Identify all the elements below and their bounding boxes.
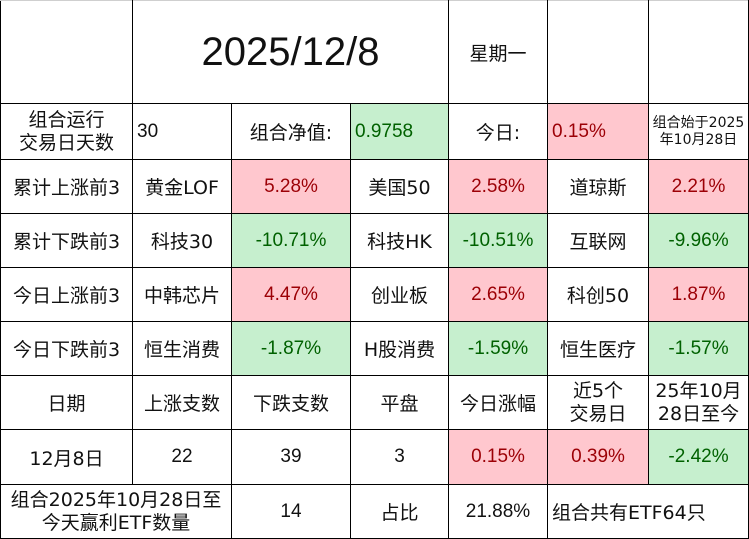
stats-header-last5-line1: 近5个 [572, 379, 624, 402]
rank-item-name: 科技HK [350, 213, 449, 268]
stats-down-count: 39 [231, 429, 351, 485]
rank-item-value: 2.58% [448, 159, 548, 214]
stats-header-down: 下跌支数 [231, 375, 351, 430]
rank-item-name: 科技30 [132, 213, 232, 268]
profitable-etf-label-line2: 今天赢利ETF数量 [41, 511, 191, 534]
ratio-label: 占比 [350, 484, 449, 539]
total-etf-note: 组合共有ETF64只 [547, 484, 749, 539]
stats-header-up: 上涨支数 [132, 375, 232, 430]
stats-header-row: 日期 上涨支数 下跌支数 平盘 今日涨幅 近5个 交易日 25年10月 28日至… [0, 375, 749, 430]
profitable-etf-count: 14 [231, 484, 351, 539]
start-note-line2: 年10月28日 [659, 131, 738, 148]
rank-item-value: 1.87% [648, 267, 749, 322]
rank-item-name: 美国50 [350, 159, 449, 214]
rank-item-value: -10.71% [231, 213, 351, 268]
stats-data-row: 12月8日 22 39 3 0.15% 0.39% -2.42% [0, 429, 749, 485]
nav-value: 0.9758 [350, 103, 449, 160]
stats-header-flat: 平盘 [350, 375, 449, 430]
weekday-label: 星期一 [448, 0, 548, 104]
start-note-line1: 组合始于2025 [652, 114, 745, 131]
stats-header-since: 25年10月 28日至今 [648, 375, 749, 430]
rank-item-value: 2.65% [448, 267, 548, 322]
rank-item-name: 互联网 [547, 213, 649, 268]
rank-item-value: -9.96% [648, 213, 749, 268]
stats-header-since-line2: 28日至今 [657, 402, 740, 425]
stats-flat-count: 3 [350, 429, 449, 485]
stats-header-last5: 近5个 交易日 [547, 375, 649, 430]
blank-cell [547, 0, 649, 104]
stats-header-since-line1: 25年10月 [655, 379, 742, 402]
stats-date: 12月8日 [0, 429, 133, 485]
rank-row: 今日上涨前3 中韩芯片 4.47% 创业板 2.65% 科创50 1.87% [0, 267, 749, 322]
stats-last5-change: 0.39% [547, 429, 649, 485]
rank-item-name: 恒生医疗 [547, 321, 649, 376]
rank-item-name: 恒生消费 [132, 321, 232, 376]
rank-item-value: 4.47% [231, 267, 351, 322]
header-row: 2025/12/8 星期一 [0, 0, 749, 104]
run-days-label: 组合运行 交易日天数 [0, 103, 133, 160]
start-note: 组合始于2025 年10月28日 [648, 103, 749, 160]
rank-item-value: -10.51% [448, 213, 548, 268]
rank-row-label: 今日上涨前3 [0, 267, 133, 322]
nav-label: 组合净值: [231, 103, 351, 160]
rank-item-name: 科创50 [547, 267, 649, 322]
profitable-etf-label-line1: 组合2025年10月28日至 [10, 488, 222, 511]
rank-item-name: 道琼斯 [547, 159, 649, 214]
ratio-value: 21.88% [448, 484, 548, 539]
rank-item-name: 创业板 [350, 267, 449, 322]
stats-header-last5-line2: 交易日 [569, 402, 627, 425]
run-days-label-line2: 交易日天数 [18, 131, 114, 154]
rank-item-name: 中韩芯片 [132, 267, 232, 322]
stats-today-change: 0.15% [448, 429, 548, 485]
rank-row: 累计下跌前3 科技30 -10.71% 科技HK -10.51% 互联网 -9.… [0, 213, 749, 268]
rank-item-value: -1.87% [231, 321, 351, 376]
rank-item-name: 黄金LOF [132, 159, 232, 214]
footer-row: 组合2025年10月28日至 今天赢利ETF数量 14 占比 21.88% 组合… [0, 484, 749, 539]
stats-header-date: 日期 [0, 375, 133, 430]
rank-item-name: H股消费 [350, 321, 449, 376]
run-days-value: 30 [132, 103, 232, 160]
rank-row: 今日下跌前3 恒生消费 -1.87% H股消费 -1.59% 恒生医疗 -1.5… [0, 321, 749, 376]
stats-header-today: 今日涨幅 [448, 375, 548, 430]
stats-up-count: 22 [132, 429, 232, 485]
report-date: 2025/12/8 [132, 0, 449, 104]
rank-item-value: 2.21% [648, 159, 749, 214]
rank-item-value: 5.28% [231, 159, 351, 214]
blank-cell [0, 0, 133, 104]
rank-row-label: 累计上涨前3 [0, 159, 133, 214]
profitable-etf-label: 组合2025年10月28日至 今天赢利ETF数量 [0, 484, 232, 539]
summary-row: 组合运行 交易日天数 30 组合净值: 0.9758 今日: 0.15% 组合始… [0, 103, 749, 160]
blank-cell [648, 0, 749, 104]
rank-row-label: 今日下跌前3 [0, 321, 133, 376]
stats-since-change: -2.42% [648, 429, 749, 485]
rank-item-value: -1.59% [448, 321, 548, 376]
today-label: 今日: [448, 103, 548, 160]
rank-row-label: 累计下跌前3 [0, 213, 133, 268]
rank-item-value: -1.57% [648, 321, 749, 376]
today-value: 0.15% [547, 103, 649, 160]
rank-row: 累计上涨前3 黄金LOF 5.28% 美国50 2.58% 道琼斯 2.21% [0, 159, 749, 214]
run-days-label-line1: 组合运行 [28, 108, 105, 131]
